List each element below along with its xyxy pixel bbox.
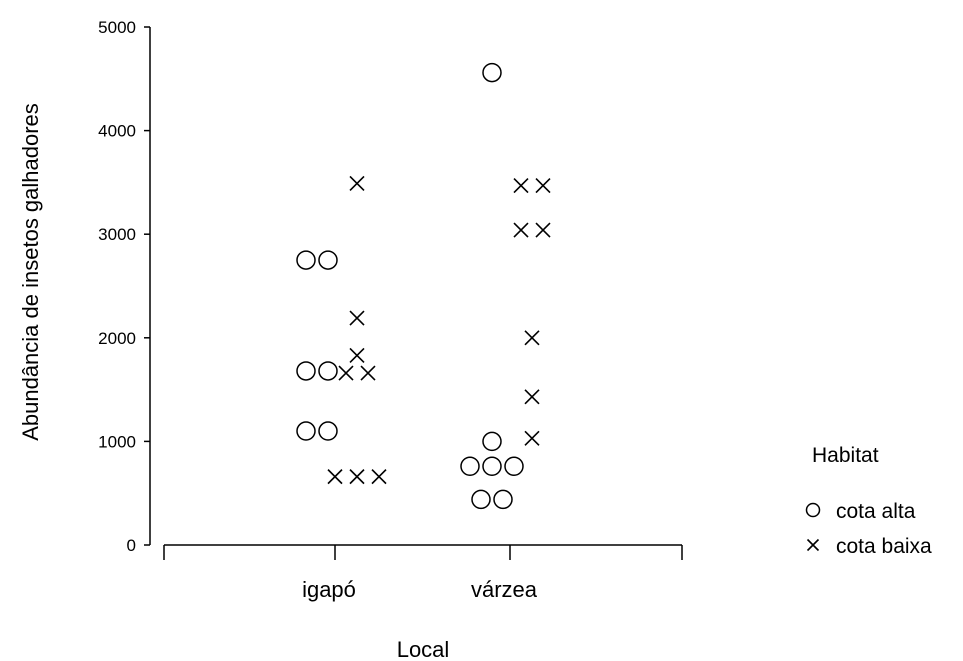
legend-title: Habitat xyxy=(812,444,879,467)
data-point-cross xyxy=(524,389,540,405)
data-point-cross xyxy=(327,469,343,485)
data-point-circle xyxy=(318,250,338,270)
data-point-cross xyxy=(349,310,365,326)
data-point-cross xyxy=(524,330,540,346)
data-point-circle xyxy=(460,456,480,477)
data-point-circle xyxy=(296,361,316,381)
legend-item: cota alta xyxy=(805,500,916,523)
y-tick-label: 0 xyxy=(127,536,136,555)
x-tick-label: igapó xyxy=(302,577,356,602)
data-point-cross xyxy=(360,365,376,381)
data-point-cross xyxy=(349,347,365,363)
x-tick-label: várzea xyxy=(471,577,538,602)
data-point-cross xyxy=(513,177,529,194)
data-point-circle xyxy=(504,456,524,477)
y-tick-label: 2000 xyxy=(98,329,136,348)
data-point-circle xyxy=(482,62,502,83)
y-tick-label: 5000 xyxy=(98,18,136,37)
data-point-circle xyxy=(482,456,502,477)
y-tick-label: 1000 xyxy=(98,432,136,451)
legend-item: cota baixa xyxy=(806,535,932,558)
data-point-circle xyxy=(493,489,513,510)
data-point-cross xyxy=(338,365,354,381)
legend: Habitat cota alta cota baixa xyxy=(805,444,932,558)
legend-label: cota alta xyxy=(836,500,916,523)
x-axis-label: Local xyxy=(397,637,450,661)
y-tick-label: 3000 xyxy=(98,225,136,244)
data-point-cross xyxy=(513,222,529,238)
data-point-cross xyxy=(535,222,551,238)
legend-items: cota alta cota baixa xyxy=(805,500,932,558)
legend-circle-icon xyxy=(805,502,821,518)
legend-cross-icon xyxy=(806,538,820,552)
data-point-cross xyxy=(524,430,540,446)
data-point-circle xyxy=(296,421,316,441)
data-point-circle xyxy=(471,489,491,510)
data-point-cross xyxy=(349,175,365,192)
x-ticks: igapó várzea xyxy=(163,545,683,602)
data-points xyxy=(296,62,551,510)
data-point-cross xyxy=(349,469,365,485)
data-point-circle xyxy=(482,431,502,452)
legend-label: cota baixa xyxy=(836,535,932,558)
data-point-cross xyxy=(371,469,387,485)
data-point-circle xyxy=(318,421,338,441)
data-point-cross xyxy=(535,177,551,194)
axes xyxy=(149,27,682,546)
data-point-circle xyxy=(318,361,338,381)
y-ticks: 0 1000 2000 3000 4000 5000 xyxy=(98,18,150,555)
y-axis-label: Abundância de insetos galhadores xyxy=(18,103,43,441)
y-tick-label: 4000 xyxy=(98,122,136,141)
data-point-circle xyxy=(296,250,316,270)
